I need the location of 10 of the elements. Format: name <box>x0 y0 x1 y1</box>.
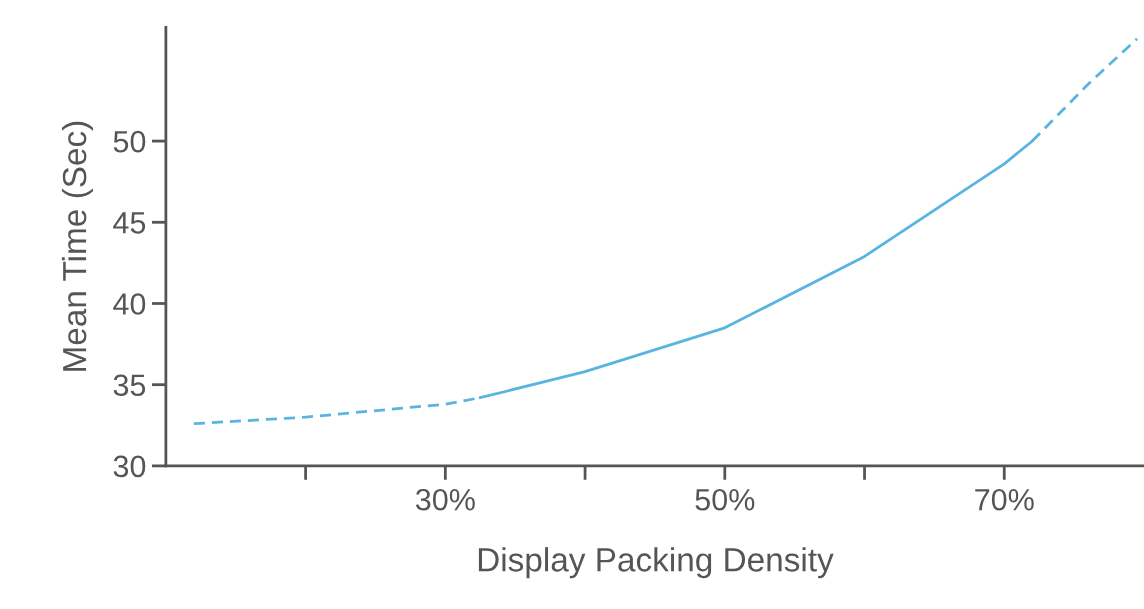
y-axis-title: Mean Time (Sec) <box>61 121 93 371</box>
x-axis-title: Display Packing Density <box>478 547 834 579</box>
x-tick-label: 50% <box>695 488 755 511</box>
y-tick-label: 30 <box>113 455 146 478</box>
y-tick-label: 40 <box>113 293 146 315</box>
x-tick-label: 30% <box>415 488 475 511</box>
y-tick-label: 45 <box>113 212 146 234</box>
y-tick-label: 35 <box>113 374 146 397</box>
y-tick-label: 50 <box>113 130 146 153</box>
x-tick-label: 70% <box>975 488 1034 511</box>
